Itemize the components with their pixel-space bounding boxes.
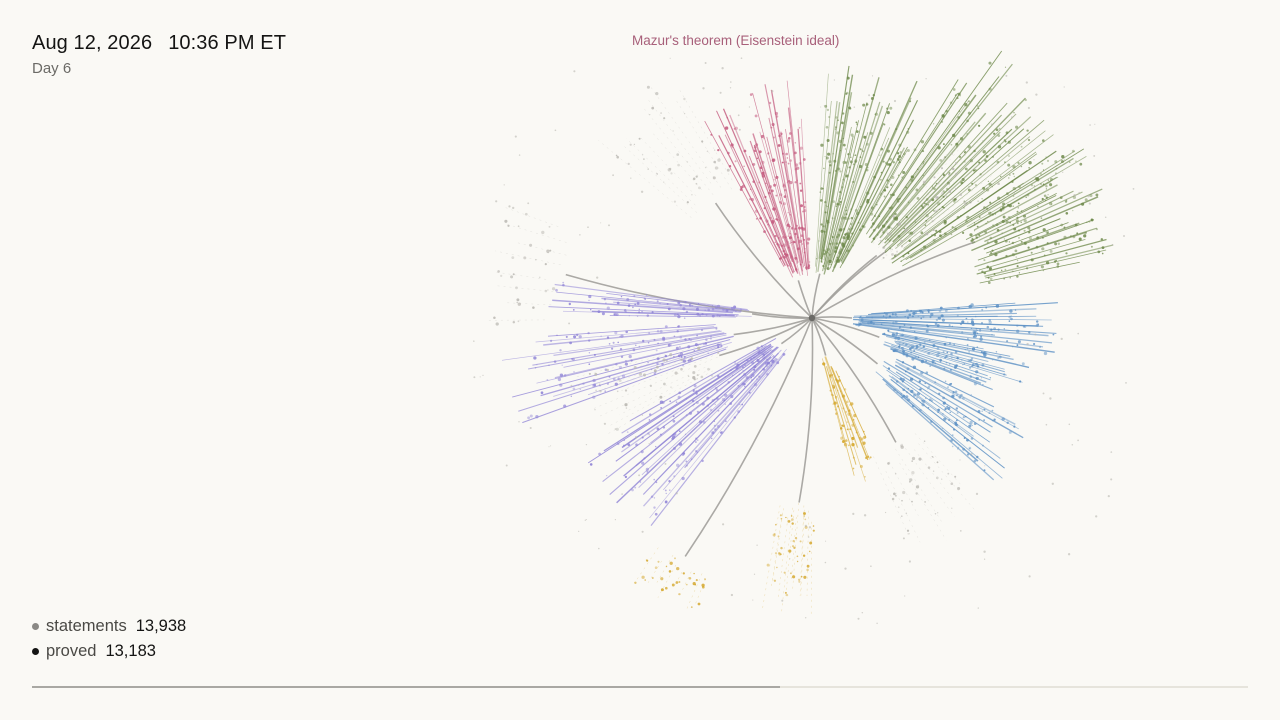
branch-cluster[interactable] xyxy=(487,205,567,326)
branch-cluster[interactable] xyxy=(572,345,720,436)
branch-cluster[interactable] xyxy=(872,140,1005,261)
branch-cluster[interactable] xyxy=(598,84,733,218)
date-text: Aug 12, 2026 xyxy=(32,32,153,54)
branch-cluster[interactable] xyxy=(865,50,1085,267)
branch-cluster[interactable] xyxy=(852,302,1058,356)
highlight-label[interactable]: Mazur's theorem (Eisenstein ideal) xyxy=(632,33,840,48)
stat-proved: proved 13,183 xyxy=(32,639,186,664)
branch-cluster[interactable] xyxy=(587,337,787,526)
time-text: 10:36 PM ET xyxy=(168,32,287,54)
branch-cluster[interactable] xyxy=(815,65,919,275)
timeline-progress[interactable] xyxy=(32,686,1248,688)
stat-value: 13,938 xyxy=(135,617,187,635)
branch-cluster[interactable] xyxy=(501,324,734,424)
branch-cluster[interactable] xyxy=(822,356,872,482)
stat-label: statements xyxy=(46,617,127,635)
branch-cluster[interactable] xyxy=(965,150,1114,285)
stat-label: proved xyxy=(46,642,97,660)
fringe-dots xyxy=(473,57,1135,625)
timestamp: Aug 12, 2026 10:36 PM ET xyxy=(32,32,286,55)
root-node-dot[interactable] xyxy=(808,314,816,322)
legend-dot-icon xyxy=(32,623,39,630)
branch-cluster[interactable] xyxy=(875,358,1024,481)
branch-cluster[interactable] xyxy=(873,433,976,543)
stat-statements: statements 13,938 xyxy=(32,614,186,639)
day-counter: Day 6 xyxy=(32,60,72,77)
branch-cluster[interactable] xyxy=(634,547,706,612)
branch-cluster[interactable] xyxy=(762,502,815,618)
stat-value: 13,183 xyxy=(105,642,156,660)
timeline-progress-fill xyxy=(32,686,780,688)
stats-legend: statements 13,938 proved 13,183 xyxy=(32,614,186,664)
branch-cluster[interactable] xyxy=(881,329,1030,391)
legend-dot-icon xyxy=(32,648,39,655)
branch-cluster[interactable] xyxy=(704,80,811,278)
branch-cluster[interactable] xyxy=(548,281,752,319)
